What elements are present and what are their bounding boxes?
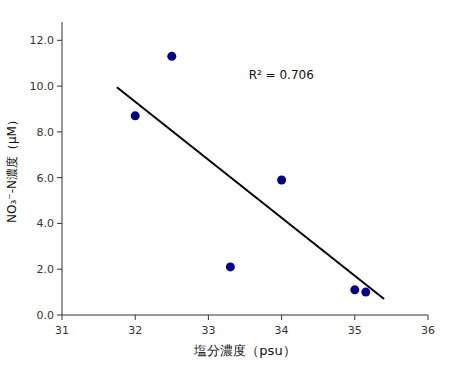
data-point xyxy=(131,111,140,120)
y-tick xyxy=(57,315,62,316)
x-tick xyxy=(208,315,209,320)
x-tick xyxy=(135,315,136,320)
data-point xyxy=(277,175,286,184)
x-tick-label: 35 xyxy=(348,324,362,337)
x-axis-line xyxy=(62,315,428,316)
y-tick-label: 10.0 xyxy=(30,80,55,93)
y-axis-label: NO₃⁻-N濃度（μM） xyxy=(5,114,19,223)
y-tick-label: 8.0 xyxy=(37,126,55,139)
chart: 31 32 33 34 35 36 0.0 2.0 4.0 6.0 8.0 10.0 12.0 塩分濃度（… xyxy=(0,0,450,367)
y-tick-label: 6.0 xyxy=(37,172,55,185)
x-tick-label: 32 xyxy=(128,324,142,337)
data-point xyxy=(226,262,235,271)
x-tick xyxy=(62,315,63,320)
y-tick-label: 12.0 xyxy=(30,34,55,47)
x-tick xyxy=(281,315,282,320)
y-tick xyxy=(57,86,62,87)
x-tick xyxy=(354,315,355,320)
axes: 31 32 33 34 35 36 0.0 2.0 4.0 6.0 8.0 10.0 12.0 xyxy=(30,22,436,337)
y-tick-label: 0.0 xyxy=(37,309,55,322)
y-tick-label: 4.0 xyxy=(37,217,55,230)
annotation: R² = 0.706 xyxy=(249,68,314,82)
x-tick-label: 34 xyxy=(275,324,289,337)
data-point xyxy=(361,288,370,297)
data-point xyxy=(167,52,176,61)
y-tick xyxy=(57,269,62,270)
regression-line xyxy=(117,87,384,299)
x-tick-label: 36 xyxy=(421,324,435,337)
y-axis-line xyxy=(62,22,63,315)
y-tick xyxy=(57,40,62,41)
x-tick xyxy=(428,315,429,320)
x-tick-label: 33 xyxy=(201,324,215,337)
x-axis-label: 塩分濃度（psu） xyxy=(193,343,295,358)
y-tick xyxy=(57,177,62,178)
data-point xyxy=(350,285,359,294)
x-tick-label: 31 xyxy=(55,324,69,337)
y-tick-label: 2.0 xyxy=(37,263,55,276)
y-tick xyxy=(57,223,62,224)
y-tick xyxy=(57,131,62,132)
plot-area xyxy=(117,52,384,299)
